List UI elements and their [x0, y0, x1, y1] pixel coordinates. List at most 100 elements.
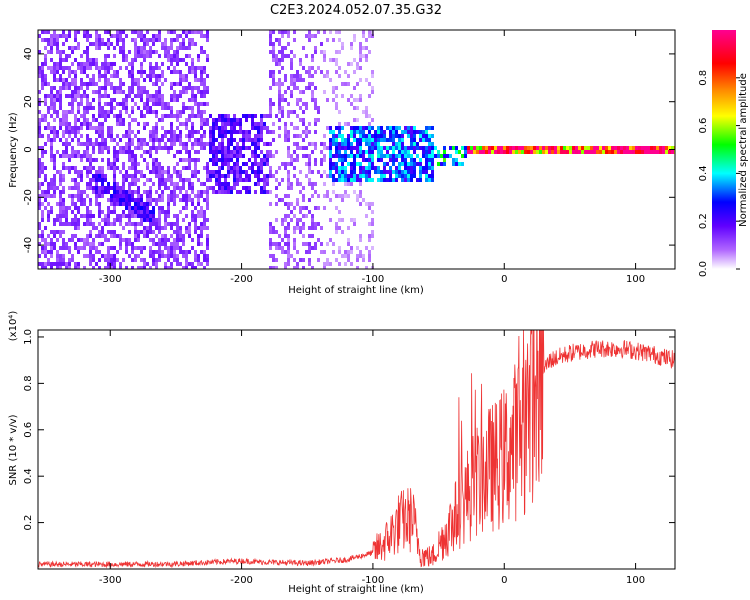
heatmap-cell — [308, 258, 311, 262]
heatmap-cell — [464, 154, 467, 158]
heatmap-cell — [161, 46, 164, 50]
heatmap-cell — [155, 74, 158, 78]
heatmap-cell — [56, 170, 59, 174]
heatmap-cell — [167, 130, 170, 134]
heatmap-cell — [176, 62, 179, 66]
heatmap-cell — [200, 230, 203, 234]
heatmap-cell — [461, 154, 464, 158]
heatmap-cell — [209, 170, 212, 174]
heatmap-cell — [56, 70, 59, 74]
heatmap-cell — [440, 162, 443, 166]
heatmap-cell — [335, 142, 338, 146]
heatmap-cell — [113, 262, 116, 266]
heatmap-cell — [413, 170, 416, 174]
heatmap-cell — [545, 150, 548, 154]
heatmap-cell — [38, 162, 41, 166]
heatmap-cell — [323, 142, 326, 146]
heatmap-cell — [77, 138, 80, 142]
heatmap-cell — [47, 214, 50, 218]
heatmap-cell — [302, 234, 305, 238]
heatmap-cell — [347, 82, 350, 86]
heatmap-cell — [128, 210, 131, 214]
heatmap-cell — [254, 174, 257, 178]
heatmap-cell — [104, 62, 107, 66]
heatmap-cell — [116, 122, 119, 126]
heatmap-cell — [359, 142, 362, 146]
heatmap-cell — [356, 146, 359, 150]
heatmap-cell — [149, 150, 152, 154]
heatmap-cell — [158, 182, 161, 186]
heatmap-cell — [149, 190, 152, 194]
heatmap-cell — [179, 250, 182, 254]
heatmap-cell — [56, 50, 59, 54]
heatmap-cell — [236, 118, 239, 122]
heatmap-cell — [641, 146, 644, 150]
heatmap-cell — [218, 190, 221, 194]
heatmap-cell — [257, 126, 260, 130]
heatmap-cell — [107, 82, 110, 86]
heatmap-cell — [431, 126, 434, 130]
heatmap-cell — [230, 138, 233, 142]
heatmap-cell — [359, 42, 362, 46]
heatmap-cell — [302, 198, 305, 202]
heatmap-cell — [44, 82, 47, 86]
heatmap-cell — [170, 106, 173, 110]
heatmap-cell — [338, 146, 341, 150]
heatmap-cell — [350, 134, 353, 138]
heatmap-cell — [353, 222, 356, 226]
heatmap-cell — [41, 166, 44, 170]
heatmap-cell — [128, 198, 131, 202]
heatmap-cell — [161, 102, 164, 106]
heatmap-cell — [272, 54, 275, 58]
heatmap-cell — [206, 170, 209, 174]
heatmap-cell — [194, 218, 197, 222]
heatmap-cell — [287, 242, 290, 246]
heatmap-cell — [122, 186, 125, 190]
heatmap-cell — [44, 150, 47, 154]
heatmap-cell — [59, 74, 62, 78]
heatmap-cell — [350, 250, 353, 254]
heatmap-cell — [431, 158, 434, 162]
heatmap-cell — [224, 182, 227, 186]
heatmap-cell — [140, 74, 143, 78]
heatmap-cell — [83, 222, 86, 226]
heatmap-cell — [152, 98, 155, 102]
heatmap-cell — [410, 166, 413, 170]
heatmap-cell — [146, 102, 149, 106]
heatmap-cell — [164, 234, 167, 238]
heatmap-cell — [128, 134, 131, 138]
heatmap-cell — [56, 98, 59, 102]
heatmap-cell — [203, 254, 206, 258]
heatmap-cell — [275, 58, 278, 62]
heatmap-cell — [53, 110, 56, 114]
heatmap-cell — [314, 70, 317, 74]
top-y-tick-label: 0 — [23, 146, 34, 152]
heatmap-cell — [68, 262, 71, 266]
heatmap-cell — [293, 38, 296, 42]
heatmap-cell — [56, 130, 59, 134]
heatmap-cell — [320, 142, 323, 146]
heatmap-cell — [353, 190, 356, 194]
heatmap-cell — [89, 42, 92, 46]
heatmap-cell — [77, 62, 80, 66]
heatmap-cell — [170, 94, 173, 98]
heatmap-cell — [188, 130, 191, 134]
heatmap-cell — [386, 126, 389, 130]
heatmap-cell — [374, 146, 377, 150]
heatmap-cell — [266, 162, 269, 166]
heatmap-cell — [206, 90, 209, 94]
heatmap-cell — [227, 190, 230, 194]
heatmap-cell — [278, 134, 281, 138]
heatmap-cell — [107, 30, 110, 34]
heatmap-cell — [95, 158, 98, 162]
heatmap-cell — [131, 130, 134, 134]
heatmap-cell — [443, 146, 446, 150]
heatmap-cell — [296, 226, 299, 230]
heatmap-cell — [197, 234, 200, 238]
heatmap-cell — [218, 150, 221, 154]
heatmap-cell — [77, 174, 80, 178]
heatmap-cell — [47, 186, 50, 190]
heatmap-cell — [197, 238, 200, 242]
heatmap-cell — [251, 126, 254, 130]
heatmap-cell — [119, 138, 122, 142]
